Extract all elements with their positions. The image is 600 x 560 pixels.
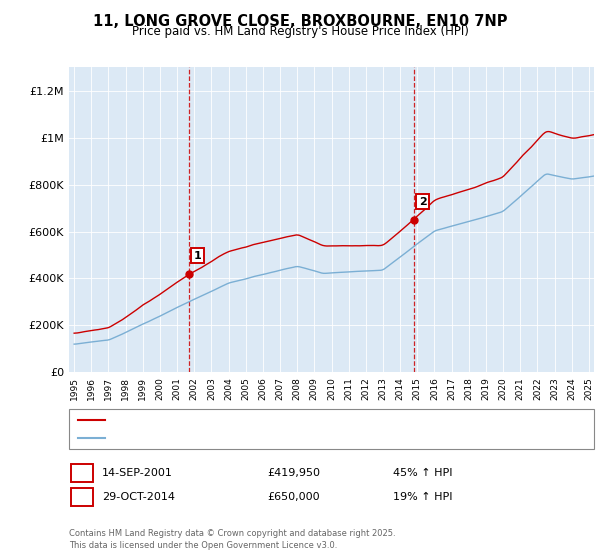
Text: 14-SEP-2001: 14-SEP-2001: [102, 468, 173, 478]
Text: £419,950: £419,950: [267, 468, 320, 478]
Text: HPI: Average price, detached house, Broxbourne: HPI: Average price, detached house, Brox…: [111, 433, 353, 443]
Text: 2: 2: [419, 197, 427, 207]
Text: £650,000: £650,000: [267, 492, 320, 502]
Text: 19% ↑ HPI: 19% ↑ HPI: [393, 492, 452, 502]
Text: 2: 2: [78, 492, 86, 502]
Text: 1: 1: [78, 468, 86, 478]
Text: Price paid vs. HM Land Registry's House Price Index (HPI): Price paid vs. HM Land Registry's House …: [131, 25, 469, 38]
Text: 11, LONG GROVE CLOSE, BROXBOURNE, EN10 7NP: 11, LONG GROVE CLOSE, BROXBOURNE, EN10 7…: [93, 14, 507, 29]
Text: 1: 1: [194, 250, 202, 260]
Text: 11, LONG GROVE CLOSE, BROXBOURNE, EN10 7NP (detached house): 11, LONG GROVE CLOSE, BROXBOURNE, EN10 7…: [111, 415, 455, 425]
Text: 45% ↑ HPI: 45% ↑ HPI: [393, 468, 452, 478]
Text: Contains HM Land Registry data © Crown copyright and database right 2025.
This d: Contains HM Land Registry data © Crown c…: [69, 529, 395, 550]
Text: 29-OCT-2014: 29-OCT-2014: [102, 492, 175, 502]
